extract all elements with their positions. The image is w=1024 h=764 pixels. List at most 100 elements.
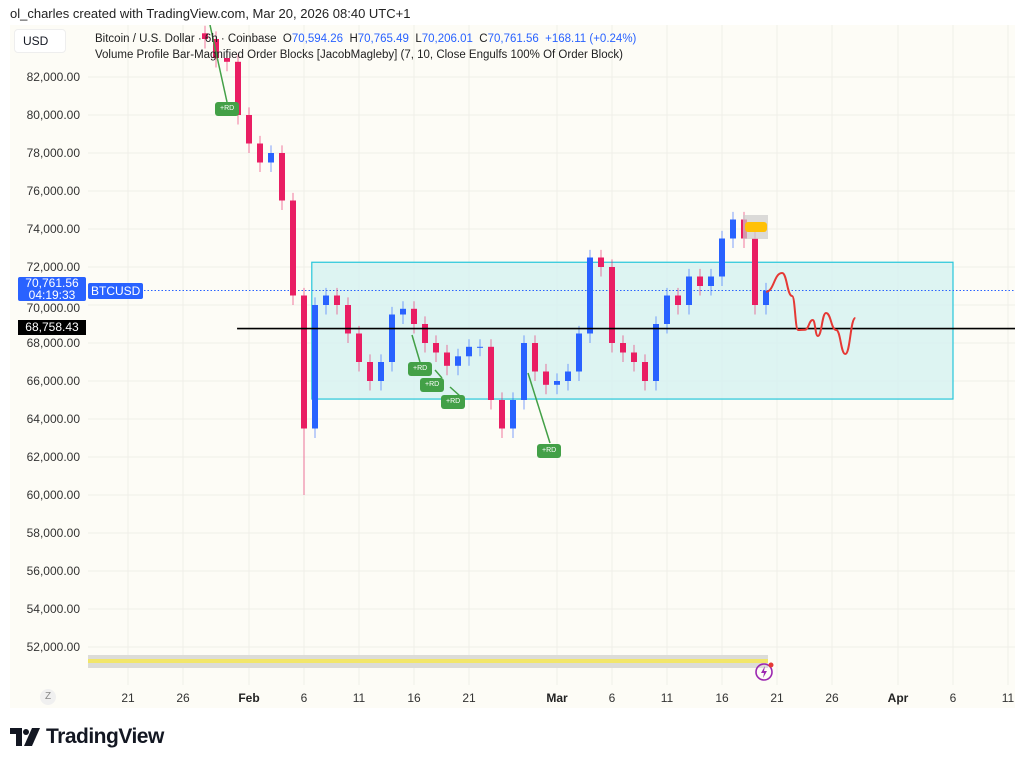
- chart-credit: ol_charles created with TradingView.com,…: [10, 6, 411, 21]
- close-label: C: [479, 33, 488, 45]
- candle-body: [620, 343, 626, 353]
- time-tick: 11: [1001, 691, 1015, 705]
- candle-body: [763, 290, 769, 305]
- price-tick: 66,000.00: [26, 374, 80, 388]
- time-tick: 6: [949, 691, 957, 705]
- price-tick: 70,000.00: [26, 301, 80, 315]
- current-price: 70,761.56: [25, 276, 79, 290]
- candle-body: [367, 362, 373, 381]
- price-tick: 82,000.00: [26, 70, 80, 84]
- candle-body: [631, 352, 637, 362]
- price-tick: 74,000.00: [26, 222, 80, 236]
- candle-body: [477, 346, 483, 348]
- rd-connector: [527, 372, 551, 444]
- candle-body: [455, 356, 461, 366]
- candle-body: [587, 257, 593, 334]
- price-chart[interactable]: [10, 25, 1015, 708]
- time-tick: 26: [176, 691, 190, 705]
- price-tick: 80,000.00: [26, 108, 80, 122]
- candle-body: [521, 343, 527, 400]
- time-tick: 21: [121, 691, 135, 705]
- order-block-marker: [745, 222, 767, 232]
- candle-body: [312, 305, 318, 429]
- candle-body: [268, 153, 274, 163]
- time-tick: 6: [608, 691, 616, 705]
- price-tick: 60,000.00: [26, 488, 80, 502]
- rd-connector: [411, 334, 421, 363]
- price-tick: 78,000.00: [26, 146, 80, 160]
- rd-label: +RD: [215, 102, 240, 116]
- candle-body: [510, 400, 516, 429]
- time-tick: Apr: [887, 691, 909, 705]
- candle-body: [290, 200, 296, 296]
- candle-body: [697, 276, 703, 286]
- time-tick: 26: [825, 691, 839, 705]
- price-tick: 62,000.00: [26, 450, 80, 464]
- price-tick: 58,000.00: [26, 526, 80, 540]
- candle-body: [301, 295, 307, 429]
- candle-body: [565, 371, 571, 381]
- open-label: O: [282, 33, 292, 45]
- candle-body: [532, 343, 538, 372]
- time-tick: Mar: [546, 691, 568, 705]
- candle-body: [202, 33, 208, 39]
- candle-body: [554, 381, 560, 385]
- price-tick: 68,000.00: [26, 336, 80, 350]
- candle-body: [323, 295, 329, 305]
- candle-body: [235, 61, 241, 115]
- time-tick: 6: [300, 691, 308, 705]
- candle-body: [400, 308, 406, 315]
- symbol-legend: Bitcoin / U.S. Dollar · 6h · Coinbase O7…: [95, 33, 636, 45]
- candle-body: [609, 267, 615, 343]
- time-tick: 21: [770, 691, 784, 705]
- candle-body: [444, 352, 450, 366]
- candle-body: [576, 333, 582, 372]
- candle-body: [466, 346, 472, 357]
- candle-body: [433, 343, 439, 353]
- low-value: 70,206.01: [421, 33, 473, 45]
- candle-body: [675, 295, 681, 305]
- candle-body: [488, 346, 494, 400]
- time-tick: 21: [462, 691, 476, 705]
- indicator-legend[interactable]: Volume Profile Bar-Magnified Order Block…: [95, 49, 623, 61]
- candle-body: [422, 324, 428, 343]
- symbol-name: Bitcoin / U.S. Dollar · 6h · Coinbase: [95, 33, 277, 45]
- symbol-tag: BTCUSD: [88, 283, 144, 299]
- candle-body: [686, 276, 692, 305]
- price-tick: 76,000.00: [26, 184, 80, 198]
- candle-body: [664, 295, 670, 324]
- price-tick: 64,000.00: [26, 412, 80, 426]
- rd-label: +RD: [537, 444, 562, 458]
- rd-label: +RD: [420, 378, 445, 392]
- currency-button[interactable]: USD: [14, 29, 66, 53]
- candle-body: [389, 314, 395, 362]
- candle-body: [378, 362, 384, 381]
- order-block-zone: [311, 261, 954, 400]
- bar-countdown: 04:19:33: [28, 288, 76, 302]
- candle-body: [730, 219, 736, 239]
- candle-body: [334, 295, 340, 305]
- zoom-reset-button[interactable]: Z: [40, 689, 56, 705]
- tradingview-logo[interactable]: TradingView: [10, 725, 164, 749]
- candle-body: [279, 153, 285, 201]
- candle-body: [345, 305, 351, 334]
- high-value: 70,765.49: [357, 33, 409, 45]
- alert-lightning-icon[interactable]: [752, 660, 776, 684]
- candle-body: [708, 276, 714, 286]
- tradingview-logo-icon: [10, 728, 40, 746]
- change-value: +168.11 (+0.24%): [545, 33, 637, 45]
- candle-body: [752, 238, 758, 305]
- close-value: 70,761.56: [487, 33, 539, 45]
- candle-body: [356, 333, 362, 362]
- time-tick: 11: [352, 691, 366, 705]
- time-tick: Feb: [238, 691, 260, 705]
- candle-body: [543, 371, 549, 385]
- high-label: H: [349, 33, 358, 45]
- rd-label: +RD: [441, 395, 466, 409]
- time-tick: 11: [660, 691, 674, 705]
- forecast-path: [765, 272, 857, 356]
- open-value: 70,594.26: [291, 33, 344, 45]
- price-tick: 72,000.00: [26, 260, 80, 274]
- rd-connector: [449, 386, 461, 397]
- brand-name: TradingView: [46, 725, 164, 748]
